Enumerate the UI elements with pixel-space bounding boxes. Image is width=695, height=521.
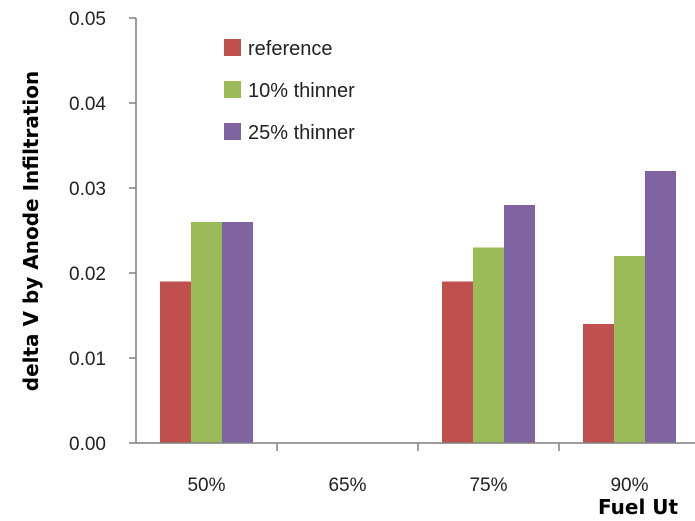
bar-25-thinner-0 — [222, 222, 253, 443]
bars — [160, 171, 676, 443]
x-tick-label: 65% — [328, 475, 366, 496]
legend-swatch — [224, 123, 241, 140]
legend-swatch — [224, 39, 241, 56]
x-tick-label: 75% — [469, 475, 507, 496]
bar-reference-3 — [583, 324, 614, 443]
bar-10-thinner-3 — [614, 256, 645, 443]
y-tick-label: 0.03 — [69, 179, 106, 200]
y-tick-label: 0.04 — [69, 94, 106, 115]
bar-25-thinner-3 — [645, 171, 676, 443]
legend-swatch — [224, 81, 241, 98]
legend-label: reference — [248, 38, 333, 60]
y-axis-ticks: 0.00 0.01 0.02 0.03 0.04 0.05 — [69, 9, 136, 455]
bar-reference-2 — [442, 281, 473, 443]
y-axis-title: delta V by Anode Infiltration — [19, 71, 43, 392]
bar-25-thinner-2 — [504, 205, 535, 443]
y-tick-label: 0.01 — [69, 349, 106, 370]
bar-10-thinner-0 — [191, 222, 222, 443]
bar-10-thinner-2 — [473, 247, 504, 443]
y-tick-label: 0.05 — [69, 9, 106, 30]
legend-label: 25% thinner — [248, 122, 355, 144]
x-axis-title: Fuel Ut — [598, 495, 679, 519]
legend: reference 10% thinner 25% thinner — [224, 38, 355, 144]
x-axis-ticks: 50% 65% 75% 90% — [187, 443, 649, 496]
x-tick-label: 90% — [610, 475, 648, 496]
legend-label: 10% thinner — [248, 80, 355, 102]
y-tick-label: 0.02 — [69, 264, 106, 285]
y-tick-label: 0.00 — [69, 434, 106, 455]
bar-reference-0 — [160, 281, 191, 443]
x-tick-label: 50% — [187, 475, 225, 496]
